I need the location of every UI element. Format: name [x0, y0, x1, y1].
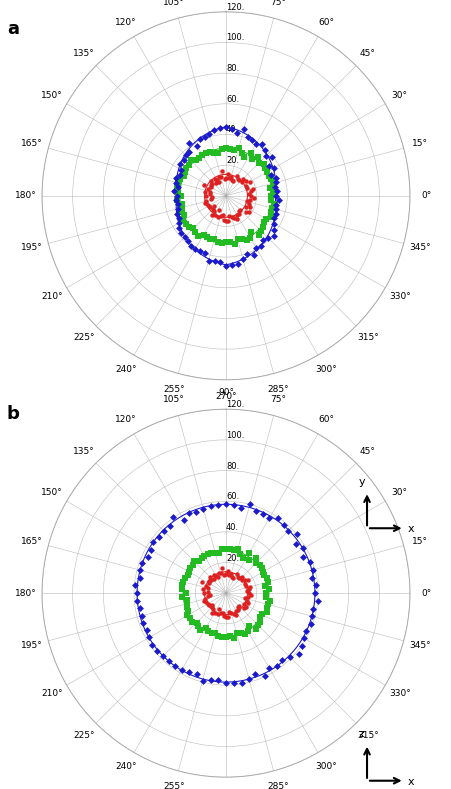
Text: x: x [407, 524, 414, 534]
Text: b: b [7, 405, 19, 423]
Text: a: a [7, 20, 19, 38]
Text: y: y [358, 477, 364, 487]
Text: z: z [358, 730, 364, 739]
Text: x: x [407, 776, 414, 787]
